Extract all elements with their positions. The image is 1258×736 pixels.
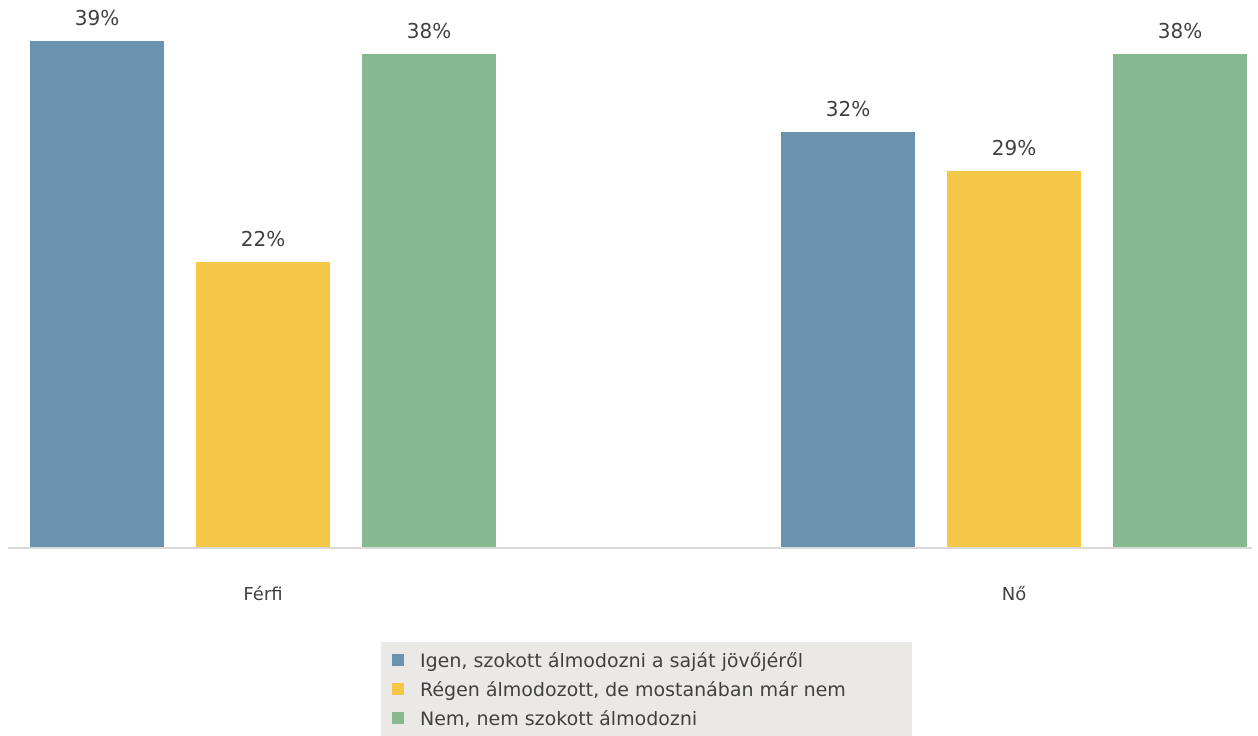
bar-no-series-3: [1113, 54, 1247, 548]
legend-swatch-series-3: [392, 712, 404, 724]
bar-ferfi-series-1: [30, 41, 164, 548]
data-label-ferfi-series-3: 38%: [407, 19, 451, 43]
bar-ferfi-series-2: [196, 262, 330, 548]
bar-no-series-1: [781, 132, 915, 548]
data-label-no-series-1: 32%: [826, 97, 870, 121]
data-label-no-series-3: 38%: [1158, 19, 1202, 43]
legend-items: Igen, szokott álmodozni a saját jövőjérő…: [392, 650, 846, 730]
bar-ferfi-series-3: [362, 54, 496, 548]
bar-no-series-2: [947, 171, 1081, 548]
data-labels-layer: 39% 22% 38% 32% 29% 38%: [75, 6, 1202, 251]
legend-background: [381, 642, 912, 736]
legend-swatch-series-1: [392, 654, 404, 666]
data-label-ferfi-series-1: 39%: [75, 6, 119, 30]
bars-layer: [30, 41, 1247, 548]
legend-label-series-2: Régen álmodozott, de mostanában már nem: [420, 679, 846, 701]
legend-swatch-series-2: [392, 683, 404, 695]
data-label-no-series-2: 29%: [992, 136, 1036, 160]
data-label-ferfi-series-2: 22%: [241, 227, 285, 251]
legend-label-series-3: Nem, nem szokott álmodozni: [420, 708, 697, 730]
legend: Igen, szokott álmodozni a saját jövőjérő…: [381, 642, 912, 736]
category-label-no: Nő: [1002, 584, 1026, 605]
legend-label-series-1: Igen, szokott álmodozni a saját jövőjérő…: [420, 650, 803, 672]
category-label-ferfi: Férfi: [243, 584, 282, 605]
category-labels-layer: Férfi Nő: [243, 584, 1026, 605]
